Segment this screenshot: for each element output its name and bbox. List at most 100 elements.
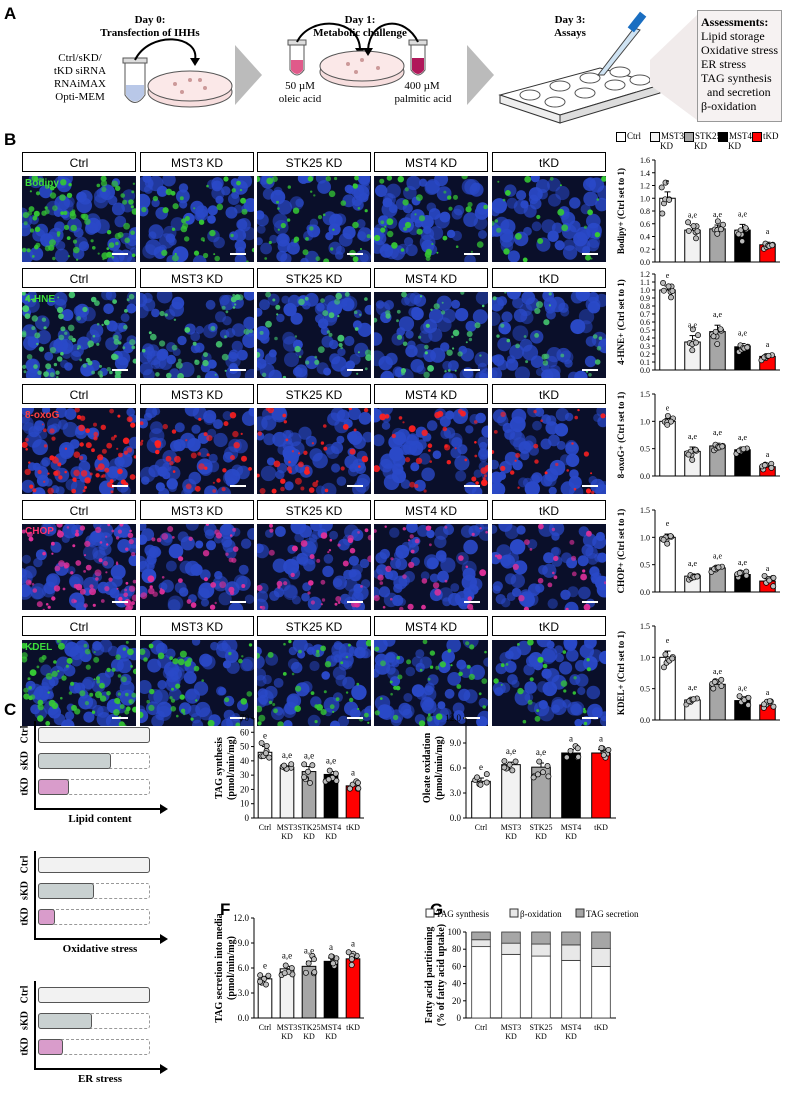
x-tick-sublabel: KD	[281, 832, 293, 841]
column-header: Ctrl	[22, 384, 136, 404]
significance-letter: a,e	[688, 683, 698, 692]
assessments-title: Assessments:	[701, 15, 769, 29]
x-tick-sublabel: KD	[303, 832, 315, 841]
data-point	[718, 683, 725, 689]
micrograph	[257, 292, 371, 378]
micrograph: 4-HNE	[22, 292, 136, 378]
column-header: Ctrl	[22, 152, 136, 172]
day1-sub: Metabolic challenge	[313, 27, 407, 39]
scale-bar	[347, 369, 363, 371]
column-header: MST3 KD	[140, 268, 254, 288]
y-tick-label: 0.2	[640, 350, 650, 359]
data-point	[692, 446, 699, 453]
y-tick-label: 0	[245, 813, 250, 823]
panel-label-c: C	[4, 700, 17, 719]
column-header: MST4 KD	[374, 616, 488, 636]
data-point	[574, 745, 581, 752]
column-header: MST3 KD	[140, 500, 254, 520]
bar	[323, 960, 339, 1019]
stacked-bar-segment	[501, 931, 521, 944]
stacked-bar-segment	[561, 931, 581, 946]
data-point	[714, 341, 721, 347]
significance-letter: e	[666, 636, 670, 645]
significance-letter: a,e	[713, 551, 723, 560]
data-point	[536, 758, 543, 765]
assessment-callout	[650, 15, 697, 120]
stacked-bar-segment	[501, 953, 521, 1019]
scale-bar	[464, 369, 480, 371]
x-tick-sublabel: KD	[325, 832, 337, 841]
y-axis-label: 4-HNE+ (Ctrl set to 1)	[616, 279, 626, 365]
data-point	[530, 774, 537, 781]
y-tick-label: 0.0	[640, 588, 650, 597]
legend-b: Ctrl MST3 KD STK25 KD MST4 KD tKD	[616, 132, 786, 154]
legend-label: Ctrl	[627, 131, 642, 141]
scale-bar	[582, 485, 598, 487]
significance-letter: a,e	[304, 945, 314, 955]
significance-letter: a,e	[688, 211, 698, 220]
data-point	[326, 767, 333, 774]
data-point	[662, 179, 669, 186]
data-point	[667, 418, 674, 425]
x-tick-label: MST4	[561, 823, 581, 832]
legend-entry: MST3 KD	[650, 132, 684, 151]
pipette	[596, 11, 647, 76]
y-tick-label: 6.0	[238, 963, 250, 973]
y-tick-label: 0.6	[640, 220, 650, 229]
bar	[684, 229, 701, 263]
column-header: STK25 KD	[257, 268, 371, 288]
scale-bar	[112, 601, 128, 603]
data-point	[332, 770, 339, 777]
scale-bar	[347, 601, 363, 603]
data-point	[483, 771, 490, 778]
data-point	[742, 224, 749, 231]
data-point	[288, 965, 295, 972]
day0-reagent-2: tKD siRNA	[53, 65, 107, 77]
assessment-item: Oxidative stress	[701, 43, 778, 57]
significance-letter: a,e	[738, 209, 748, 218]
oleic-conc: 50 µM	[285, 80, 315, 92]
x-tick-sublabel: KD	[565, 832, 577, 841]
day3-sub: Assays	[554, 27, 586, 39]
column-header: tKD	[492, 384, 606, 404]
y-tick-label: 1.5	[640, 506, 650, 515]
bar	[659, 420, 676, 477]
data-point	[694, 228, 701, 235]
data-point	[735, 231, 742, 238]
x-tick-label: MST3	[501, 823, 521, 832]
micrograph	[257, 408, 371, 494]
data-point	[288, 761, 295, 768]
data-point	[711, 679, 718, 685]
y-tick-label: 0.4	[640, 233, 650, 242]
micrograph	[374, 524, 488, 610]
data-point	[685, 227, 692, 234]
y-tick-label: 50	[240, 742, 250, 752]
chevron-1	[235, 45, 262, 105]
data-point	[658, 184, 665, 191]
x-tick-label: Ctrl	[259, 823, 272, 832]
y-tick-label: 6.0	[450, 763, 462, 773]
x-tick-sublabel: KD	[505, 832, 517, 841]
scale-bar	[112, 485, 128, 487]
data-point	[766, 698, 773, 705]
significance-letter: a	[351, 768, 355, 778]
data-point	[736, 693, 743, 700]
micrograph	[492, 524, 606, 610]
significance-letter: a,e	[282, 750, 292, 760]
day0-reagent-4: Opti-MEM	[55, 91, 105, 103]
data-point	[263, 981, 269, 988]
data-point	[501, 764, 508, 771]
tube-oleic	[287, 39, 307, 76]
micrograph	[374, 408, 488, 494]
data-point	[690, 696, 697, 703]
y-tick-label: 9.0	[450, 738, 462, 748]
scale-bar	[347, 253, 363, 255]
y-tick-label: 0.8	[640, 207, 650, 216]
y-tick-label: 60	[452, 961, 462, 971]
column-header: tKD	[492, 616, 606, 636]
column-header: MST4 KD	[374, 500, 488, 520]
panel-c-title: Oxidative stress	[62, 943, 138, 955]
micrograph	[140, 408, 254, 494]
data-point	[765, 352, 772, 359]
well-plate	[498, 66, 662, 124]
